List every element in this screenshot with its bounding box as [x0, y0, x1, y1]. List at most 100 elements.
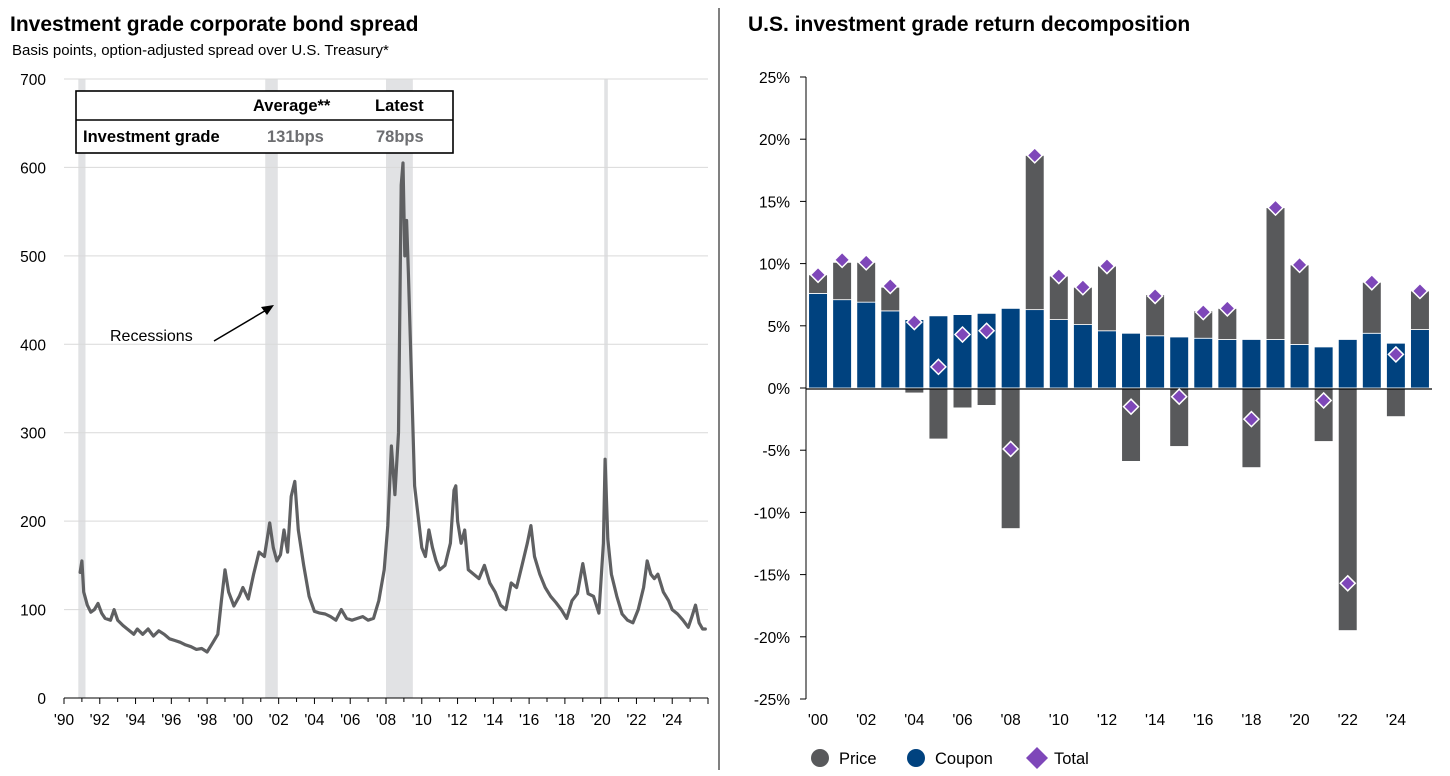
total-marker-2014	[1146, 287, 1164, 305]
price-bar-2005	[928, 387, 949, 440]
coupon-bar-2015	[1169, 336, 1189, 389]
total-marker-2012	[1098, 257, 1116, 275]
coupon-bar-2001	[832, 299, 852, 389]
decomp-y-tick-10: 10%	[759, 257, 790, 274]
spread-line	[78, 161, 707, 654]
legend-coupon-symbol	[907, 749, 925, 767]
total-marker-2019	[1266, 199, 1285, 217]
table-value-average: 131bps	[267, 128, 324, 146]
decomp-y-tick-0: 0%	[768, 381, 791, 398]
total-marker-2002	[857, 253, 875, 271]
coupon-bar-2000	[808, 293, 828, 389]
spread-x-tick-2024: '24	[662, 712, 683, 729]
decomp-x-tick-2012: '12	[1097, 712, 1117, 729]
decomp-x-tick-2002: '02	[856, 712, 876, 729]
table-row-label: Investment grade	[83, 128, 220, 146]
price-bar-2020	[1289, 264, 1310, 345]
coupon-bar-2016	[1193, 337, 1214, 389]
recession-band-4	[604, 79, 608, 698]
total-marker-2007	[978, 322, 996, 340]
price-bar-2004	[904, 387, 925, 394]
spread-x-tick-1994: '94	[125, 712, 146, 729]
recessions-arrow-shaft	[213, 308, 269, 342]
decomposition-chart-title: U.S. investment grade return decompositi…	[748, 13, 1190, 36]
return-decomposition-chart: U.S. investment grade return decompositi…	[748, 13, 1432, 769]
spread-y-tick-700: 700	[20, 72, 46, 89]
spread-chart: Investment grade corporate bond spread B…	[10, 13, 709, 729]
spread-x-tick-1992: '92	[90, 712, 110, 729]
total-marker-2001	[833, 251, 851, 269]
total-marker-2018	[1242, 410, 1260, 428]
total-marker-2015	[1170, 388, 1188, 406]
decomposition-bars	[808, 154, 1430, 631]
decomp-y-tick--15: -15%	[754, 568, 790, 585]
price-bar-2022	[1337, 387, 1358, 631]
total-marker-2024	[1387, 345, 1405, 363]
total-markers	[809, 146, 1429, 592]
legend-coupon-label: Coupon	[935, 750, 993, 768]
coupon-bar-2010	[1049, 319, 1069, 389]
spread-x-tick-2010: '10	[412, 712, 433, 729]
coupon-bar-2023	[1362, 332, 1382, 389]
decomp-x-tick-2006: '06	[952, 712, 972, 729]
spread-x-tick-1990: '90	[54, 712, 75, 729]
decomp-x-tick-2000: '00	[808, 712, 829, 729]
decomp-x-tick-2016: '16	[1193, 712, 1213, 729]
total-marker-2013	[1122, 398, 1140, 416]
spread-summary-table: Average** Latest Investment grade 131bps…	[75, 90, 454, 154]
coupon-bar-2022	[1337, 339, 1358, 389]
decomp-x-tick-2004: '04	[904, 712, 925, 729]
spread-x-tick-2018: '18	[555, 712, 575, 729]
coupon-bar-2009	[1024, 309, 1045, 389]
decomp-y-tick--25: -25%	[754, 692, 790, 709]
decomp-y-tick--10: -10%	[754, 505, 790, 522]
spread-x-tick-2020: '20	[591, 712, 612, 729]
decomposition-legend: Price Coupon Total	[811, 747, 1089, 769]
total-marker-2003	[881, 277, 899, 295]
total-marker-2005	[929, 358, 947, 376]
price-bar-2008	[1000, 387, 1021, 529]
spread-y-tick-0: 0	[37, 691, 46, 708]
decomposition-x-axis: '00 '02 '04 '06 '08 '10 '12 '14 '16 '18 '20 '22 '24	[808, 712, 1406, 729]
coupon-bar-2008	[1000, 307, 1021, 389]
coupon-bar-2020	[1289, 344, 1310, 389]
spread-y-tick-400: 400	[20, 337, 46, 354]
total-marker-2017	[1218, 299, 1236, 317]
decomp-x-tick-2014: '14	[1145, 712, 1166, 729]
legend-price-symbol	[811, 749, 829, 767]
table-header-latest: Latest	[375, 97, 424, 115]
spread-x-axis: '90 '92 '94 '96 '98 '00 '02 '04 '06 '08 '10 '12 '14 '…	[54, 698, 709, 729]
total-marker-2021	[1315, 391, 1333, 410]
decomp-x-tick-2018: '18	[1241, 712, 1261, 729]
spread-y-tick-600: 600	[20, 160, 46, 177]
coupon-bar-2013	[1121, 332, 1141, 389]
spread-x-tick-1996: '96	[161, 712, 181, 729]
spread-x-tick-2016: '16	[519, 712, 539, 729]
spread-y-tick-200: 200	[20, 514, 46, 531]
coupon-bar-2018	[1241, 339, 1262, 389]
decomp-y-tick-20: 20%	[759, 132, 790, 149]
table-border	[75, 90, 454, 154]
recession-bands	[78, 79, 608, 698]
spread-x-tick-2014: '14	[483, 712, 504, 729]
total-marker-2009	[1026, 146, 1044, 164]
spread-y-axis: 0 100 200 300 400 500 600 700	[20, 72, 46, 708]
recessions-arrow-head	[261, 305, 274, 315]
price-bar-2012	[1097, 265, 1117, 332]
coupon-bar-2012	[1097, 330, 1117, 389]
legend-price-label: Price	[839, 750, 877, 768]
spread-x-tick-2004: '04	[304, 712, 325, 729]
price-bar-2018	[1241, 387, 1262, 469]
spread-x-tick-2002: '02	[269, 712, 289, 729]
coupon-bar-2017	[1217, 339, 1238, 389]
decomp-y-tick-5: 5%	[768, 319, 791, 336]
legend-total-symbol	[1026, 747, 1048, 769]
coupon-bar-2011	[1073, 324, 1093, 389]
spread-y-tick-500: 500	[20, 249, 46, 266]
decomp-x-tick-2010: '10	[1049, 712, 1070, 729]
price-bar-2007	[976, 387, 997, 406]
decomposition-y-axis: 25% 20% 15% 10% 5% 0% -5% -10% -15% -20% -25%	[754, 70, 806, 709]
total-marker-2000	[809, 266, 827, 284]
spread-y-tick-100: 100	[20, 603, 46, 620]
